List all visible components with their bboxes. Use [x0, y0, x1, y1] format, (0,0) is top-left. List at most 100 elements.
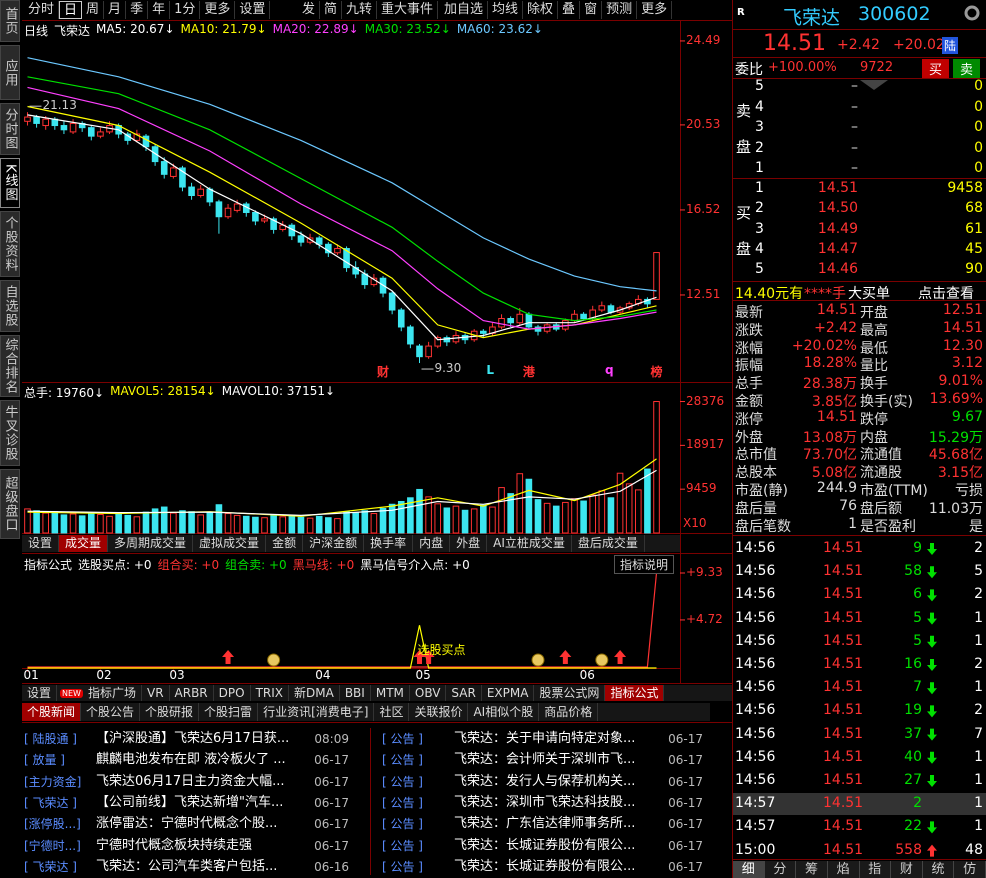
news-tab[interactable]: 行业资讯[消费电子] — [258, 703, 375, 721]
toolbar-button[interactable]: 加自选 — [440, 1, 489, 19]
news-tab[interactable]: 社区 — [374, 703, 410, 721]
toolbar-button[interactable]: 1分 — [170, 1, 201, 19]
candle-body — [142, 135, 150, 148]
news-item[interactable]: [ 公告 ] 飞荣达：关于申请向特定对象... 06-17 — [382, 729, 703, 749]
indicator-tab[interactable]: 指标公式 — [605, 685, 665, 701]
indicator-tab[interactable]: TRIX — [251, 685, 290, 701]
quote-tab[interactable]: 筹 — [796, 861, 828, 878]
toolbar-button[interactable]: 季 — [126, 1, 149, 19]
volume-tab[interactable]: 成交量 — [59, 535, 109, 552]
news-tab[interactable]: AI相似个股 — [468, 703, 540, 721]
indicator-tab[interactable]: 指标广场 — [83, 685, 142, 701]
sidebar-tab[interactable]: K线图 — [0, 158, 20, 208]
quote-tab[interactable]: 财 — [891, 861, 923, 878]
sidebar-tab[interactable]: 个股资料 — [0, 211, 20, 277]
news-item[interactable]: [ 飞荣达 ] 飞荣达：公司汽车类客户包括... 06-16 — [24, 857, 349, 877]
news-tab[interactable]: 商品价格 — [539, 703, 599, 721]
toolbar-button[interactable]: 预测 — [602, 1, 638, 19]
volume-tab[interactable]: 多周期成交量 — [108, 535, 194, 552]
toolbar-button[interactable]: 九转 — [342, 1, 378, 19]
volume-tab[interactable]: 设置 — [22, 535, 60, 552]
toolbar-button[interactable]: 简 — [320, 1, 343, 19]
indicator-tab[interactable]: 股票公式网 — [534, 685, 606, 701]
news-item[interactable]: [ 公告 ] 飞荣达：长城证券股份有限公... 06-17 — [382, 836, 703, 856]
sidebar-tab[interactable]: 自选股 — [0, 280, 20, 332]
news-item[interactable]: [ 公告 ] 飞荣达：广东信达律师事务所... 06-17 — [382, 814, 703, 834]
news-item[interactable]: [ 飞荣达 ] 【公司前线】飞荣达新增"汽车... 06-17 — [24, 793, 349, 813]
volume-tab[interactable]: AI立桩成交量 — [487, 535, 572, 552]
sell-button[interactable]: 卖 — [953, 59, 980, 78]
big-order-info[interactable]: 点击查看 — [918, 286, 974, 302]
news-item[interactable]: [宁德时...] 宁德时代概念板块持续走强 06-17 — [24, 836, 349, 856]
toolbar-button[interactable]: 叠 — [558, 1, 581, 19]
stat-value: 14.51 — [816, 408, 857, 425]
toolbar-button[interactable]: 重大事件 — [377, 1, 439, 19]
selected-row — [733, 793, 986, 816]
news-item[interactable]: [ 公告 ] 飞荣达：长城证券股份有限公... 06-17 — [382, 857, 703, 877]
sidebar-tab[interactable]: 综合排名 — [0, 335, 20, 397]
indicator-tab[interactable]: BBI — [340, 685, 371, 701]
indicator-tab[interactable]: DPO — [214, 685, 251, 701]
news-item[interactable]: [ 放量 ] 麒麟电池发布在即 液冷板火了 ... 06-17 — [24, 750, 349, 770]
toolbar-button[interactable]: 设置 — [235, 1, 271, 19]
indicator-tab[interactable]: ARBR — [170, 685, 214, 701]
y-tick-label: 12.51 — [686, 286, 721, 301]
candle-body — [607, 305, 615, 313]
news-tab[interactable]: 个股扫雷 — [199, 703, 259, 721]
candle-body — [97, 131, 104, 137]
toolbar-button[interactable]: 日 — [59, 1, 83, 19]
buy-button[interactable]: 买 — [922, 59, 949, 78]
toolbar-button[interactable]: 除权 — [523, 1, 559, 19]
volume-tab[interactable]: 换手率 — [364, 535, 414, 552]
indicator-tab[interactable]: SAR — [446, 685, 482, 701]
news-date: 06-17 — [314, 817, 349, 832]
indicator-tab[interactable]: OBV — [410, 685, 447, 701]
news-tab[interactable]: 个股新闻 — [22, 703, 82, 721]
toolbar-button[interactable]: 窗 — [580, 1, 603, 19]
indicator-help-button[interactable]: 指标说明 — [614, 555, 675, 574]
sidebar-tab[interactable]: 超级盘口 — [0, 469, 20, 539]
toolbar-button[interactable]: 分时 — [24, 1, 60, 19]
volume-tab[interactable]: 盘后成交量 — [572, 535, 645, 552]
news-item[interactable]: [ 公告 ] 飞荣达：深圳市飞荣达科技股... 06-17 — [382, 793, 703, 813]
toolbar-button[interactable]: 周 — [82, 1, 105, 19]
quote-tab[interactable]: 仿 — [954, 861, 986, 878]
toolbar-button[interactable]: 月 — [104, 1, 127, 19]
candle-body — [525, 313, 533, 328]
quote-tab[interactable]: 焰 — [827, 861, 860, 878]
quote-tab[interactable]: 指 — [859, 861, 892, 878]
toolbar-button[interactable]: 更多 — [637, 1, 673, 19]
news-tab[interactable]: 个股研报 — [140, 703, 200, 721]
stat-value: 11.03万 — [928, 500, 983, 517]
indicator-tab[interactable]: VR — [142, 685, 170, 701]
toolbar-button[interactable]: 均线 — [488, 1, 524, 19]
toolbar-button[interactable]: 发 — [298, 1, 321, 19]
volume-tab[interactable]: 内盘 — [413, 535, 451, 552]
volume-bar — [242, 515, 250, 534]
toolbar-button[interactable]: 年 — [148, 1, 171, 19]
news-tab[interactable]: 关联报价 — [409, 703, 469, 721]
quote-tab[interactable]: 细 — [733, 861, 765, 878]
volume-tab[interactable]: 金额 — [266, 535, 304, 552]
news-item[interactable]: [主力资金] 飞荣达06月17日主力资金大幅... 06-17 — [24, 772, 349, 792]
quote-tab[interactable]: 统 — [922, 861, 955, 878]
volume-tab[interactable]: 沪深金额 — [303, 535, 365, 552]
news-tab[interactable]: 个股公告 — [81, 703, 141, 721]
toolbar-button[interactable]: 更多 — [200, 1, 236, 19]
news-item[interactable]: [ 公告 ] 飞荣达：发行人与保荐机构关... 06-17 — [382, 772, 703, 792]
volume-tab[interactable]: 虚拟成交量 — [193, 535, 267, 552]
indicator-tab[interactable]: MTM — [371, 685, 410, 701]
indicator-tab[interactable]: 新DMA — [289, 685, 340, 701]
news-item[interactable]: [涨停股...] 涨停雷达：宁德时代概念个股... 06-17 — [24, 814, 349, 834]
volume-tab[interactable]: 外盘 — [450, 535, 488, 552]
quote-tab[interactable]: 分 — [764, 861, 797, 878]
sidebar-tab[interactable]: 分时图 — [0, 103, 20, 155]
candle-body — [179, 167, 186, 188]
news-item[interactable]: [ 陆股通 ] 【沪深股通】飞荣达6月17日获... 08:09 — [24, 729, 349, 749]
indicator-tab[interactable]: EXPMA — [482, 685, 535, 701]
sidebar-tab[interactable]: 牛叉诊股 — [0, 400, 20, 466]
indicator-tab[interactable]: 设置 — [22, 685, 58, 701]
news-item[interactable]: [ 公告 ] 飞荣达：会计师关于深圳市飞... 06-17 — [382, 750, 703, 770]
sidebar-tab[interactable]: 应用 — [0, 45, 20, 100]
sidebar-tab[interactable]: 首页 — [0, 0, 20, 42]
